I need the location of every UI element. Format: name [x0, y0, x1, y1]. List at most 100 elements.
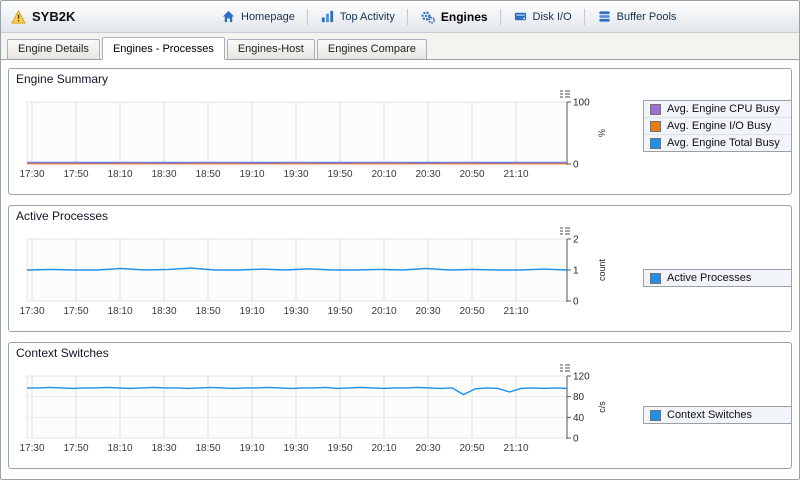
legend-swatch [650, 103, 661, 115]
x-tick-label: 20:10 [371, 443, 396, 454]
nav-top-activity[interactable]: Top Activity [309, 5, 406, 28]
x-tick-label: 19:10 [239, 306, 264, 317]
legend-item: Avg. Engine CPU Busy [644, 101, 791, 117]
y-tick-label: 100 [573, 98, 590, 109]
x-tick-label: 21:10 [503, 306, 528, 317]
x-tick-label: 18:10 [107, 306, 132, 317]
panel-active-processes: Active Processes 17:30 17:50 18:10 18:30 18:… [8, 205, 792, 332]
plot-background [26, 101, 568, 165]
x-tick-label: 17:50 [63, 169, 88, 180]
tab-engine-details[interactable]: Engine Details [7, 39, 100, 60]
divider [406, 8, 408, 25]
panel-title: Engine Summary [16, 72, 109, 86]
tab-engines-processes[interactable]: Engines - Processes [101, 37, 225, 60]
x-tick-label: 20:30 [415, 169, 440, 180]
x-tick-label: 18:30 [151, 169, 176, 180]
legend-swatch [650, 272, 661, 284]
divider [583, 8, 585, 25]
series-line [27, 386, 568, 396]
engine-summary-chart: 17:30 17:50 18:10 18:30 18:50 19:10 19:30 19:50… [13, 88, 617, 194]
x-tick-label: 20:30 [415, 306, 440, 317]
y-tick-label: 40 [573, 413, 585, 424]
y-axis-unit-label: count [597, 258, 607, 281]
legend-item: Context Switches [644, 407, 791, 423]
nav-label: Engines [440, 9, 488, 24]
legend: Avg. Engine CPU Busy Avg. Engine I/O Busy… [643, 100, 791, 152]
x-tick-label: 17:30 [19, 443, 44, 454]
x-tick-label: 19:50 [327, 443, 352, 454]
x-tick-label: 20:30 [415, 443, 440, 454]
x-tick-label: 19:30 [283, 169, 308, 180]
legend-swatch [650, 120, 661, 132]
x-tick-label: 18:10 [107, 169, 132, 180]
legend-swatch [650, 137, 661, 149]
nav-engines[interactable]: Engines [409, 5, 499, 29]
x-tick-label: 19:10 [239, 169, 264, 180]
chart-settings-icon[interactable] [559, 363, 571, 373]
nav-homepage[interactable]: Homepage [210, 5, 306, 28]
x-tick-label: 18:30 [151, 306, 176, 317]
x-tick-label: 20:50 [459, 169, 484, 180]
panel-title: Context Switches [16, 346, 109, 360]
disk-io-icon [513, 9, 528, 24]
context-switches-plot: 17:30 17:50 18:10 18:30 18:50 19:10 19:30 19:50… [19, 372, 607, 455]
panel-context-switches: Context Switches 17:30 17:50 18:10 18:30 18:… [8, 342, 792, 469]
legend: Context Switches [643, 406, 791, 424]
x-tick-label: 20:50 [459, 306, 484, 317]
x-tick-label: 17:50 [63, 443, 88, 454]
x-tick-label: 19:50 [327, 306, 352, 317]
legend-column: Active Processes [617, 225, 791, 331]
tab-bar: Engine Details Engines - Processes Engin… [1, 33, 799, 60]
x-tick-label: 17:30 [19, 306, 44, 317]
legend-label: Context Switches [667, 409, 752, 421]
x-tick-label: 21:10 [503, 443, 528, 454]
panel-body: 17:30 17:50 18:10 18:30 18:50 19:10 19:30 19:50… [9, 362, 791, 468]
series-line [26, 267, 568, 271]
panel-body: 17:30 17:50 18:10 18:30 18:50 19:10 19:30 19:50… [9, 225, 791, 331]
legend-column: Context Switches [617, 362, 791, 468]
nav-label: Top Activity [339, 10, 395, 23]
panel-title: Active Processes [16, 209, 109, 223]
x-tick-label: 18:30 [151, 443, 176, 454]
legend: Active Processes [643, 269, 791, 287]
tab-engines-compare[interactable]: Engines Compare [316, 39, 427, 60]
legend-label: Active Processes [667, 272, 752, 284]
chart-settings-icon[interactable] [559, 89, 571, 99]
x-tick-label: 20:10 [371, 306, 396, 317]
nav-label: Buffer Pools [616, 10, 677, 23]
legend-swatch [650, 409, 661, 421]
legend-item: Avg. Engine I/O Busy [644, 117, 791, 134]
y-axis-unit-label: c/s [597, 401, 607, 413]
y-tick-label: 0 [573, 297, 579, 308]
title-area: SYB2K [11, 9, 196, 24]
y-tick-label: 120 [573, 372, 590, 383]
active-processes-plot: 17:30 17:50 18:10 18:30 18:50 19:10 19:30 19:50… [19, 235, 607, 318]
server-title: SYB2K [32, 9, 76, 24]
context-switches-chart: 17:30 17:50 18:10 18:30 18:50 19:10 19:30 19:50… [13, 362, 617, 468]
divider [499, 8, 501, 25]
nav-disk-io[interactable]: Disk I/O [502, 5, 583, 28]
y-axis-unit-label: % [597, 129, 607, 137]
warning-icon [11, 9, 26, 24]
y-tick-label: 0 [573, 160, 579, 171]
x-tick-label: 19:50 [327, 169, 352, 180]
homepage-icon [221, 9, 236, 24]
buffer-pools-icon [597, 9, 612, 24]
y-tick-label: 80 [573, 392, 585, 403]
active-processes-chart: 17:30 17:50 18:10 18:30 18:50 19:10 19:30 19:50… [13, 225, 617, 331]
nav-buffer-pools[interactable]: Buffer Pools [586, 5, 688, 28]
plot-background [26, 375, 568, 439]
tab-engines-host[interactable]: Engines-Host [226, 39, 315, 60]
engines-icon [420, 9, 436, 25]
panel-engine-summary: Engine Summary 17:30 17:50 18:10 18:30 18:50… [8, 68, 792, 195]
header-bar: SYB2K Homepage Top Activity [1, 1, 799, 33]
panels-area: Engine Summary 17:30 17:50 18:10 18:30 18:50… [1, 60, 799, 479]
x-tick-label: 19:30 [283, 443, 308, 454]
x-tick-label: 20:50 [459, 443, 484, 454]
x-tick-label: 19:10 [239, 443, 264, 454]
x-tick-label: 17:50 [63, 306, 88, 317]
x-tick-label: 20:10 [371, 169, 396, 180]
chart-settings-icon[interactable] [559, 226, 571, 236]
x-tick-label: 18:50 [195, 306, 220, 317]
